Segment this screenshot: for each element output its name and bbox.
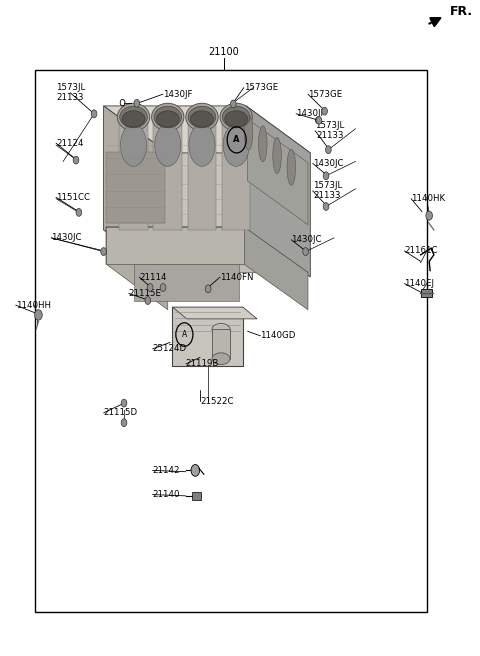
Bar [188,115,216,230]
Ellipse shape [244,114,253,150]
Polygon shape [106,227,168,310]
Ellipse shape [212,353,230,365]
Ellipse shape [120,124,146,167]
Ellipse shape [188,106,216,128]
Bar [192,492,201,500]
Polygon shape [106,227,244,264]
Text: 1573GE: 1573GE [308,90,342,98]
Bar [222,115,251,230]
Circle shape [316,116,322,124]
Circle shape [73,156,79,164]
Ellipse shape [186,103,218,131]
Polygon shape [248,119,308,225]
Circle shape [323,203,329,211]
Circle shape [426,211,432,220]
Text: 1140FN: 1140FN [220,272,253,281]
Ellipse shape [122,111,145,127]
Ellipse shape [225,111,248,127]
Text: 25124D: 25124D [153,344,187,354]
Polygon shape [104,106,168,277]
Text: 1430JC: 1430JC [312,159,343,168]
Ellipse shape [156,111,179,127]
Bar [119,115,148,230]
Ellipse shape [191,111,214,127]
Circle shape [303,248,309,255]
Ellipse shape [118,103,150,131]
Text: 21522C: 21522C [200,397,234,405]
Text: FR.: FR. [450,5,473,18]
Text: 21114: 21114 [139,272,167,281]
Circle shape [76,209,82,216]
Circle shape [205,285,211,293]
Ellipse shape [273,138,281,174]
Circle shape [145,297,151,304]
Ellipse shape [189,124,215,167]
Text: 21115D: 21115D [104,409,138,417]
Circle shape [230,100,236,108]
Polygon shape [104,106,246,230]
Ellipse shape [152,103,184,131]
Text: 1430JF: 1430JF [296,110,325,118]
Text: 1573JL
21133: 1573JL 21133 [56,83,85,102]
Polygon shape [106,152,166,224]
Circle shape [121,419,127,426]
Polygon shape [134,264,239,300]
Text: 21100: 21100 [208,47,239,57]
Polygon shape [246,106,311,277]
Circle shape [322,107,327,115]
Text: 1140HK: 1140HK [411,194,445,203]
Circle shape [101,248,107,255]
Text: 1573GE: 1573GE [244,83,278,92]
Polygon shape [104,106,311,153]
Text: 1140HH: 1140HH [16,300,51,310]
Text: 21161C: 21161C [405,247,438,255]
Circle shape [121,400,127,407]
Text: A: A [233,135,240,144]
Ellipse shape [222,106,250,128]
Text: 21140: 21140 [153,490,180,499]
Text: 1140GD: 1140GD [261,331,296,340]
Text: 1430JC: 1430JC [51,234,82,242]
Bar [154,115,182,230]
Text: 21115E: 21115E [129,289,162,298]
Text: 21124: 21124 [56,138,84,148]
Circle shape [191,464,200,476]
Text: 1140EJ: 1140EJ [405,279,434,288]
Text: 21142: 21142 [153,466,180,475]
Circle shape [323,172,329,180]
Circle shape [91,110,97,117]
Ellipse shape [287,150,296,185]
Polygon shape [244,227,308,310]
Polygon shape [106,227,308,272]
Bar [172,307,243,366]
Text: 1430JC: 1430JC [291,236,322,244]
Bar [35,70,427,612]
Text: A: A [182,330,187,339]
Ellipse shape [220,103,252,131]
Circle shape [35,310,42,320]
Text: 1430JF: 1430JF [163,90,192,98]
Bar [420,289,432,297]
Text: 1151CC: 1151CC [56,193,90,202]
Circle shape [134,99,140,107]
Ellipse shape [154,106,181,128]
Ellipse shape [212,323,230,335]
Ellipse shape [120,106,147,128]
Circle shape [160,283,166,291]
Ellipse shape [223,124,249,167]
Text: 1573JL
21133: 1573JL 21133 [315,121,344,140]
Ellipse shape [155,124,181,167]
Polygon shape [172,307,257,319]
Ellipse shape [259,126,267,162]
Circle shape [325,146,331,154]
Circle shape [147,283,153,291]
Text: 1573JL
21133: 1573JL 21133 [312,182,342,200]
Text: 21119B: 21119B [186,359,219,369]
Bar [212,329,230,359]
